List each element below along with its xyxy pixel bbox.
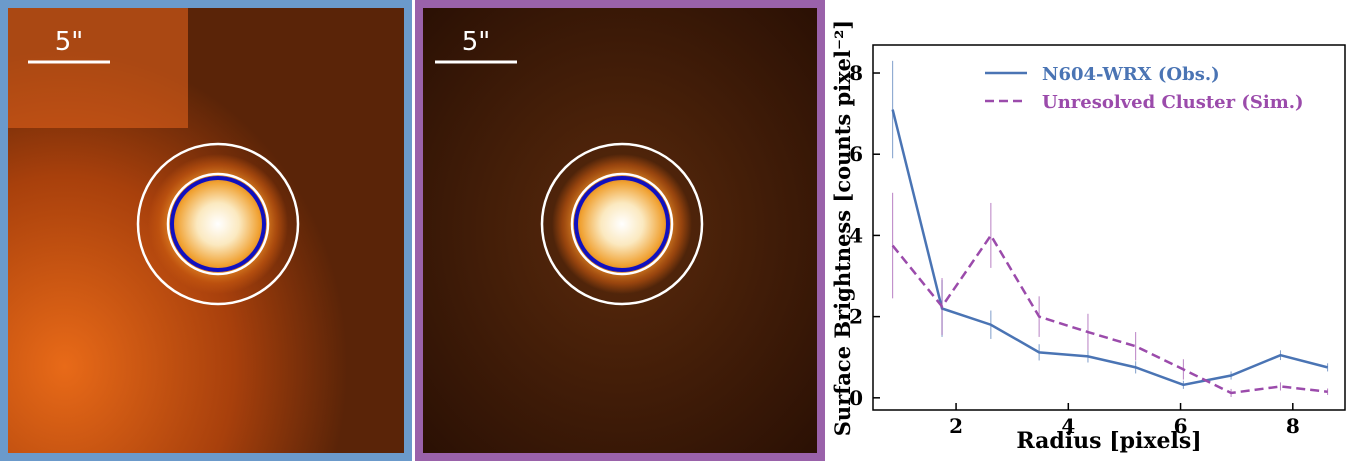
x-tick-label: 8 — [1286, 414, 1300, 438]
image-region — [8, 8, 188, 128]
y-tick-label: 4 — [849, 223, 863, 247]
y-tick-label: 6 — [849, 142, 863, 166]
y-tick-label: 0 — [849, 386, 863, 410]
x-tick-label: 4 — [1061, 414, 1075, 438]
left-panel: 5" — [4, 4, 408, 457]
legend-label: N604-WRX (Obs.) — [1042, 64, 1220, 85]
x-tick-label: 6 — [1174, 414, 1188, 438]
y-tick-label: 2 — [849, 305, 863, 329]
page: 5" 5" Radius [pixels] Surface Brightness… — [0, 0, 1353, 466]
scale-label: 5" — [462, 27, 491, 57]
series-line — [893, 110, 1328, 385]
figure: 5" 5" Radius [pixels] Surface Brightness… — [0, 0, 1353, 461]
x-tick-label: 2 — [949, 414, 963, 438]
legend-label: Unresolved Cluster (Sim.) — [1042, 92, 1304, 113]
scale-label: 5" — [55, 27, 84, 57]
right-panel: 5" — [419, 4, 821, 457]
y-tick-label: 8 — [849, 61, 863, 85]
